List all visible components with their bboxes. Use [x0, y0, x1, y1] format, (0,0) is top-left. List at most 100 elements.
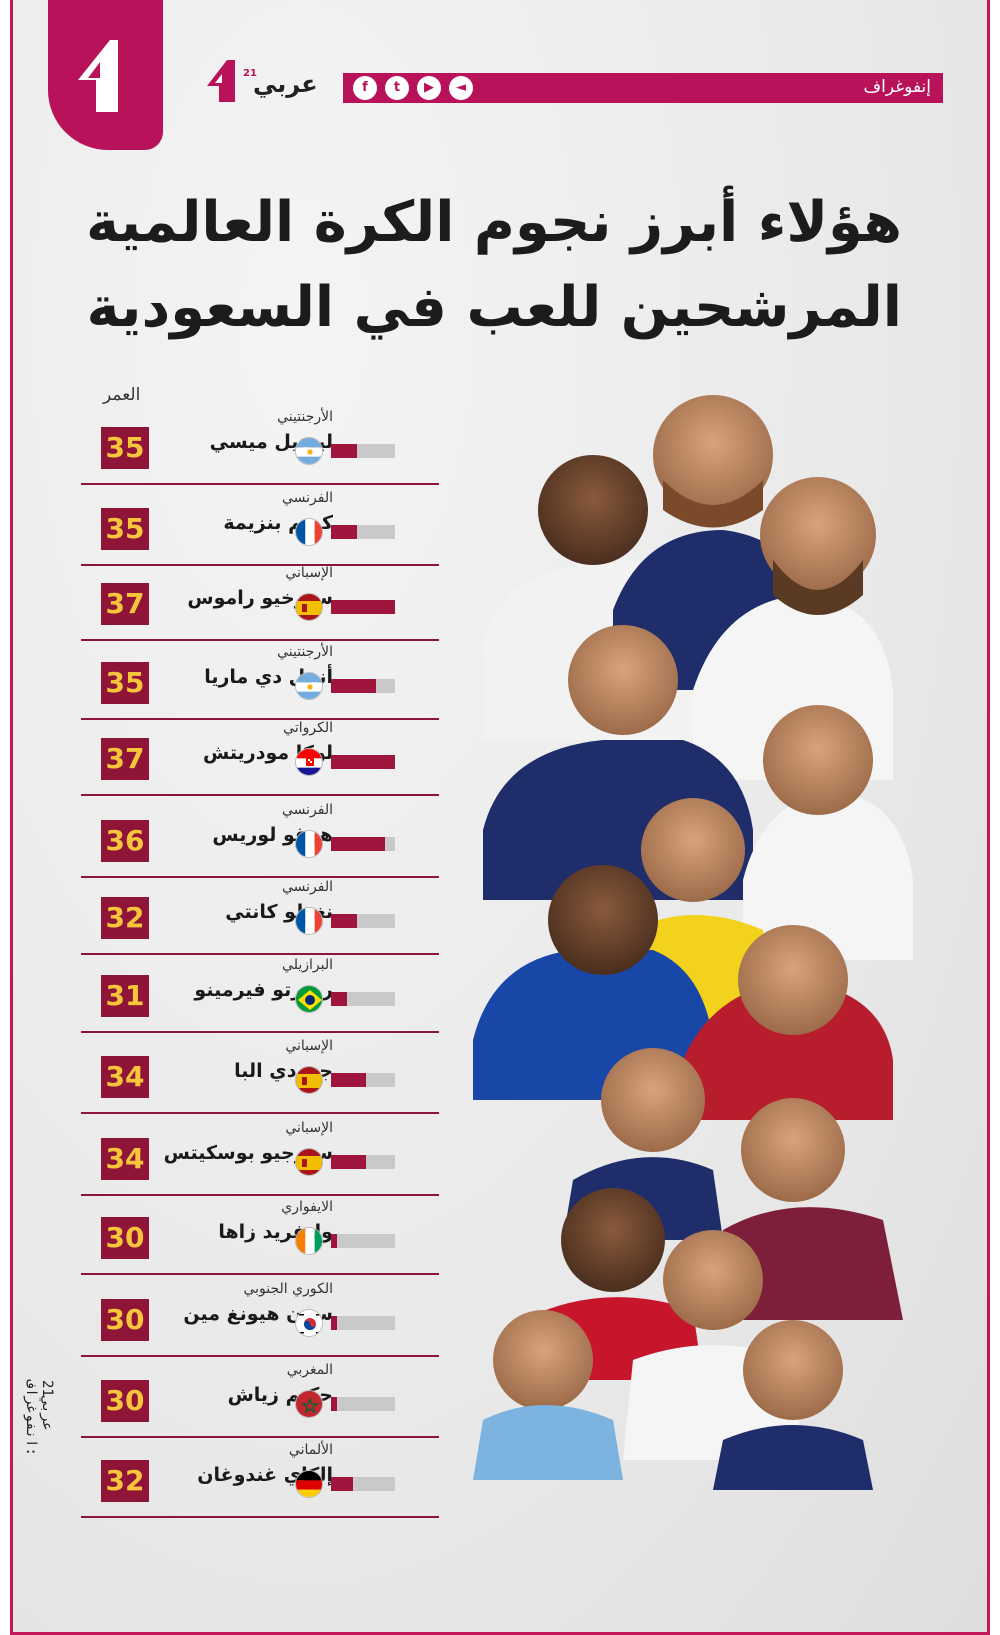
age-bar-fill	[331, 1397, 338, 1411]
player-row: الفرنسي كريم بنزيمة 35	[81, 488, 441, 566]
row-divider	[81, 718, 439, 720]
infographic-frame: 21 عربي f t ▶ ◄ إنفوغراف هؤلاء أبرز نجوم…	[10, 0, 990, 1635]
player-age-badge: 30	[101, 1380, 149, 1422]
player-age-badge: 34	[101, 1138, 149, 1180]
age-bar-fill	[331, 1234, 338, 1248]
twitter-icon[interactable]: t	[385, 76, 409, 100]
age-bar-track	[331, 914, 395, 928]
age-bar-fill	[331, 914, 357, 928]
age-bar-fill	[331, 992, 347, 1006]
age-bar-fill	[331, 1155, 367, 1169]
spain-flag-icon	[295, 593, 323, 621]
player-age-badge: 32	[101, 1460, 149, 1502]
player-age-badge: 37	[101, 738, 149, 780]
age-bar-track	[331, 1477, 395, 1491]
player-row: الكرواتي لوكا مودريتش 37	[81, 718, 441, 796]
age-bar-track	[331, 1397, 395, 1411]
section-label: إنفوغراف	[863, 77, 931, 97]
croatia-flag-icon	[295, 748, 323, 776]
player-age-badge: 31	[101, 975, 149, 1017]
player-row: الألماني إلكاي غندوغان 32	[81, 1440, 441, 1518]
player-nationality: الإسباني	[285, 1038, 333, 1054]
header-bar: f t ▶ ◄ إنفوغراف	[343, 73, 943, 103]
row-divider	[81, 483, 439, 485]
facebook-icon[interactable]: f	[353, 76, 377, 100]
player-age-badge: 35	[101, 662, 149, 704]
age-bar-fill	[331, 525, 357, 539]
player-age-badge: 34	[101, 1056, 149, 1098]
morocco-flag-icon	[295, 1390, 323, 1418]
age-bar-fill	[331, 1073, 367, 1087]
row-divider	[81, 1355, 439, 1357]
row-divider	[81, 1194, 439, 1196]
age-bar-fill	[331, 1316, 338, 1330]
arabi21-icon[interactable]: ◄	[449, 76, 473, 100]
player-nationality: البرازيلي	[282, 957, 333, 973]
player-row: البرازيلي روبرتو فيرمينو 31	[81, 955, 441, 1033]
ivory-coast-flag-icon	[295, 1227, 323, 1255]
france-flag-icon	[295, 518, 323, 546]
south-korea-flag-icon	[295, 1309, 323, 1337]
arabi21-logo-small-icon	[207, 60, 235, 102]
arabi21-logo-large	[48, 0, 163, 150]
player-nationality: الكوري الجنوبي	[243, 1281, 333, 1297]
player-age-badge: 32	[101, 897, 149, 939]
age-bar-fill	[331, 755, 395, 769]
player-age-badge: 35	[101, 427, 149, 469]
row-divider	[81, 1112, 439, 1114]
spain-flag-icon	[295, 1148, 323, 1176]
player-nationality: الألماني	[288, 1442, 333, 1458]
age-bar-track	[331, 1155, 395, 1169]
row-divider	[81, 1436, 439, 1438]
row-divider	[81, 876, 439, 878]
row-divider	[81, 1273, 439, 1275]
player-row: الإسباني جوردي البا 34	[81, 1036, 441, 1114]
spain-flag-icon	[295, 1066, 323, 1094]
player-age-badge: 35	[101, 508, 149, 550]
age-bar-fill	[331, 600, 395, 614]
player-nationality: الفرنسي	[281, 879, 333, 895]
player-nationality: الايفواري	[281, 1199, 333, 1215]
germany-flag-icon	[295, 1470, 323, 1498]
player-nationality: الإسباني	[285, 565, 333, 581]
age-bar-track	[331, 444, 395, 458]
age-bar-track	[331, 1234, 395, 1248]
player-nationality: المغربي	[286, 1362, 333, 1378]
row-divider	[81, 953, 439, 955]
age-bar-track	[331, 1073, 395, 1087]
player-row: الأرجنتيني أنخل دي ماريا 35	[81, 642, 441, 720]
age-bar-fill	[331, 444, 357, 458]
title-line-1: هؤلاء أبرز نجوم الكرة العالمية	[85, 190, 902, 255]
brazil-flag-icon	[295, 985, 323, 1013]
player-row: المغربي حكيم زياش 30	[81, 1360, 441, 1438]
player-row: الفرنسي هوغو لوريس 36	[81, 800, 441, 878]
france-flag-icon	[295, 907, 323, 935]
player-row: الإسباني سيرجيو بوسكيتس 34	[81, 1118, 441, 1196]
age-bar-track	[331, 992, 395, 1006]
row-divider	[81, 1516, 439, 1518]
brand-superscript: 21	[243, 68, 257, 79]
player-nationality: الأرجنتيني	[277, 644, 333, 660]
player-nationality: الأرجنتيني	[277, 409, 333, 425]
player-name: سيرجيو بوسكيتس	[163, 1142, 333, 1164]
player-age-badge: 30	[101, 1299, 149, 1341]
age-bar-track	[331, 525, 395, 539]
player-row: الفرنسي نغولو كانتي 32	[81, 877, 441, 955]
player-row: الايفواري وليفريد زاها 30	[81, 1197, 441, 1275]
row-divider	[81, 1031, 439, 1033]
age-bar-track	[331, 755, 395, 769]
title-line-2: المرشحين للعب في السعودية	[86, 275, 902, 340]
argentina-flag-icon	[295, 437, 323, 465]
row-divider	[81, 564, 439, 566]
player-nationality: الفرنسي	[281, 802, 333, 818]
age-bar-track	[331, 1316, 395, 1330]
youtube-icon[interactable]: ▶	[417, 76, 441, 100]
player-row: الأرجنتيني ليونيل ميسي 35	[81, 407, 441, 485]
age-bar-fill	[331, 1477, 354, 1491]
brand-name: عربي	[253, 70, 318, 98]
players-photo-collage	[473, 395, 913, 1490]
player-row: الإسباني سيرخيو راموس 37	[81, 563, 441, 641]
age-bar-track	[331, 600, 395, 614]
player-age-badge: 36	[101, 820, 149, 862]
player-nationality: الإسباني	[285, 1120, 333, 1136]
